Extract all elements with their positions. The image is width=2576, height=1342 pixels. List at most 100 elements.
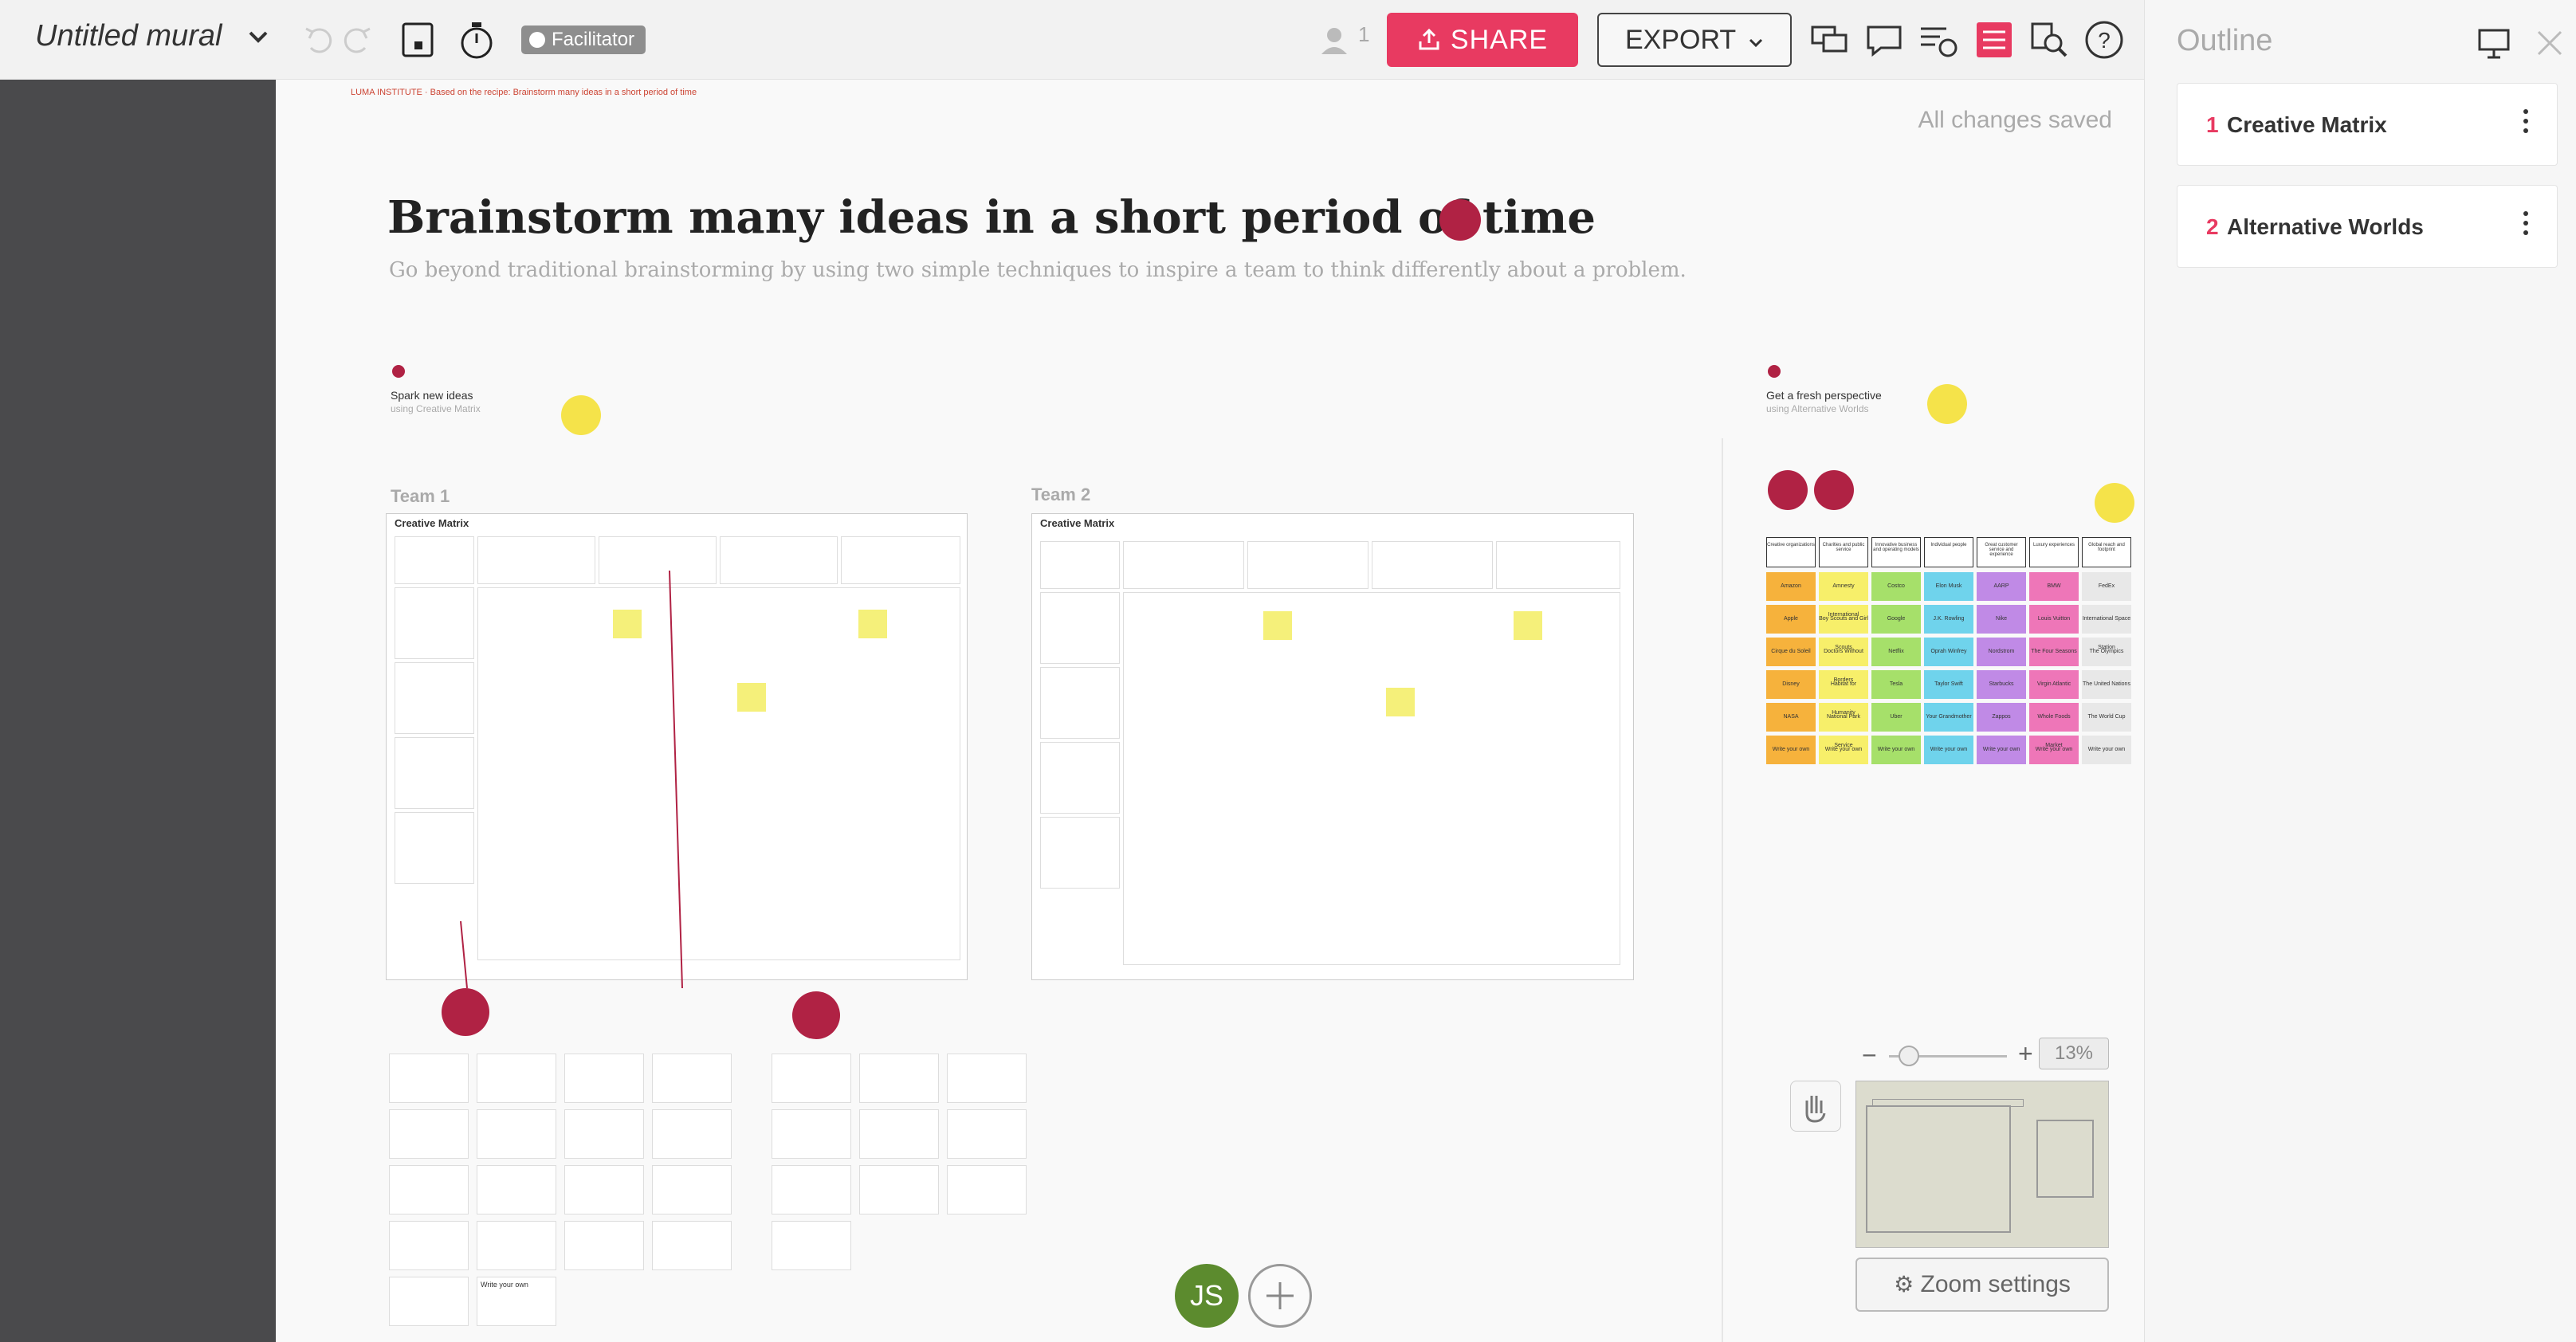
matrix-col-header[interactable] — [841, 536, 960, 584]
zoom-settings-button[interactable]: ⚙ Zoom settings — [1855, 1258, 2109, 1312]
alt-worlds-card[interactable]: Costco — [1871, 572, 1921, 601]
hmw-card[interactable] — [859, 1109, 939, 1159]
alt-worlds-card[interactable]: Amazon — [1766, 572, 1816, 601]
chevron-down-icon[interactable] — [247, 29, 269, 45]
alt-worlds-header[interactable]: Individual people — [1924, 537, 1973, 567]
matrix-body[interactable] — [477, 587, 960, 960]
alt-worlds-header[interactable]: Charities and public service — [1819, 537, 1868, 567]
alt-worlds-card[interactable]: Zappos — [1977, 703, 2026, 732]
alt-worlds-card[interactable]: Habitat for Humanity — [1819, 670, 1868, 716]
sticky-note[interactable] — [737, 683, 766, 712]
alt-worlds-card[interactable]: Nordstrom — [1977, 638, 2026, 666]
alt-worlds-card[interactable]: Google — [1871, 605, 1921, 634]
prompt-card[interactable] — [477, 1221, 556, 1270]
prompt-card[interactable] — [652, 1054, 732, 1103]
sticky-note[interactable] — [858, 610, 887, 638]
minimap-viewport[interactable] — [1866, 1105, 2011, 1233]
alt-worlds-card[interactable]: The Olympics — [2082, 638, 2131, 666]
comment-icon[interactable] — [1862, 18, 1906, 62]
alt-worlds-card[interactable]: Your Grandmother — [1924, 703, 1973, 732]
hmw-card[interactable] — [859, 1165, 939, 1214]
alt-worlds-card[interactable]: Oprah Winfrey — [1924, 638, 1973, 666]
alt-worlds-card[interactable]: NASA — [1766, 703, 1816, 732]
facilitator-badge[interactable]: Facilitator — [521, 26, 646, 54]
kebab-menu-icon[interactable] — [2523, 211, 2530, 240]
matrix-col-header[interactable] — [720, 536, 838, 584]
search-icon[interactable] — [2028, 18, 2072, 62]
alt-worlds-card[interactable]: Starbucks — [1977, 670, 2026, 699]
prompt-card[interactable]: Write your own — [477, 1277, 556, 1326]
matrix-row-header[interactable] — [395, 587, 474, 659]
alt-worlds-card[interactable]: Write your own — [1871, 736, 1921, 764]
minimap[interactable] — [1855, 1081, 2109, 1248]
zoom-in-icon[interactable]: + — [2018, 1039, 2033, 1068]
mural-title[interactable]: Untitled mural — [35, 19, 222, 53]
zoom-out-icon[interactable]: − — [1862, 1041, 1877, 1069]
prompt-card[interactable] — [564, 1054, 644, 1103]
alt-worlds-card[interactable]: FedEx — [2082, 572, 2131, 601]
alt-worlds-card[interactable]: The United Nations — [2082, 670, 2131, 699]
sticky-note[interactable] — [1386, 688, 1415, 716]
facilitator-note[interactable] — [1768, 470, 1808, 510]
prompt-card[interactable] — [477, 1054, 556, 1103]
outline-item-creative-matrix[interactable]: 1 Creative Matrix — [2177, 83, 2558, 166]
prompt-card[interactable] — [652, 1221, 732, 1270]
prompt-card[interactable] — [652, 1109, 732, 1159]
prompt-card[interactable] — [389, 1054, 469, 1103]
hand-tool-button[interactable] — [1790, 1081, 1841, 1132]
sticky-note[interactable] — [1263, 611, 1292, 640]
alt-worlds-card[interactable]: The World Cup — [2082, 703, 2131, 732]
alt-worlds-card[interactable]: Cirque du Soleil — [1766, 638, 1816, 666]
zoom-slider[interactable]: − + — [1862, 1039, 2109, 1074]
prompt-card[interactable] — [564, 1165, 644, 1214]
matrix-body[interactable] — [1123, 592, 1620, 965]
tip-note[interactable] — [1927, 384, 1967, 424]
matrix-col-header[interactable] — [1123, 541, 1244, 589]
alt-worlds-header[interactable]: Great customer service and experience — [1977, 537, 2026, 567]
alt-worlds-header[interactable]: Luxury experiences — [2029, 537, 2079, 567]
hmw-card[interactable] — [772, 1109, 851, 1159]
hmw-card[interactable] — [947, 1165, 1027, 1214]
outline-icon[interactable] — [1972, 18, 2016, 62]
prompt-card[interactable] — [389, 1277, 469, 1326]
prompt-card[interactable] — [564, 1109, 644, 1159]
alt-worlds-card[interactable]: Louis Vuitton — [2029, 605, 2079, 634]
alternative-worlds-grid[interactable]: Creative organizations Amazon Apple Cirque … — [1766, 537, 2141, 856]
sticky-note[interactable] — [613, 610, 642, 638]
mural-canvas[interactable]: LUMA INSTITUTE · Based on the recipe: Br… — [276, 80, 2144, 1342]
sticky-note[interactable] — [1514, 611, 1542, 640]
facilitator-note[interactable] — [442, 988, 489, 1036]
alt-worlds-card[interactable]: Write your own — [1819, 736, 1868, 764]
alt-worlds-card[interactable]: International Space Station — [2082, 605, 2131, 650]
prompt-card[interactable] — [564, 1221, 644, 1270]
alt-worlds-card[interactable]: BMW — [2029, 572, 2079, 601]
frame-icon[interactable] — [395, 18, 440, 62]
add-collaborator-button[interactable] — [1248, 1264, 1312, 1328]
prompt-card[interactable] — [477, 1109, 556, 1159]
matrix-col-header[interactable] — [1247, 541, 1368, 589]
chat-icon[interactable] — [1808, 18, 1852, 62]
facilitator-note[interactable] — [792, 991, 840, 1039]
alt-worlds-card[interactable]: Elon Musk — [1924, 572, 1973, 601]
redo-icon[interactable] — [335, 18, 379, 62]
alt-worlds-card[interactable]: Virgin Atlantic — [2029, 670, 2079, 699]
help-icon[interactable]: ? — [2082, 18, 2126, 62]
alt-worlds-header[interactable]: Innovative business and operating models — [1871, 537, 1921, 567]
zoom-track[interactable] — [1889, 1055, 2007, 1058]
alt-worlds-card[interactable]: Write your own — [2029, 736, 2079, 764]
close-icon[interactable] — [2535, 29, 2564, 57]
alt-worlds-card[interactable]: Amnesty International — [1819, 572, 1868, 618]
matrix-row-header[interactable] — [395, 812, 474, 884]
matrix-col-header[interactable] — [477, 536, 595, 584]
kebab-menu-icon[interactable] — [2523, 109, 2530, 138]
matrix-row-header[interactable] — [395, 662, 474, 734]
matrix-row-header[interactable] — [1040, 742, 1120, 814]
hmw-card[interactable] — [859, 1054, 939, 1103]
hmw-card[interactable] — [772, 1221, 851, 1270]
hmw-card[interactable] — [947, 1109, 1027, 1159]
tip-note[interactable] — [2095, 483, 2134, 523]
alt-worlds-card[interactable]: Uber — [1871, 703, 1921, 732]
alt-worlds-header[interactable]: Global reach and footprint — [2082, 537, 2131, 567]
alt-worlds-card[interactable]: Write your own — [1766, 736, 1816, 764]
facilitator-note[interactable] — [1439, 199, 1481, 241]
